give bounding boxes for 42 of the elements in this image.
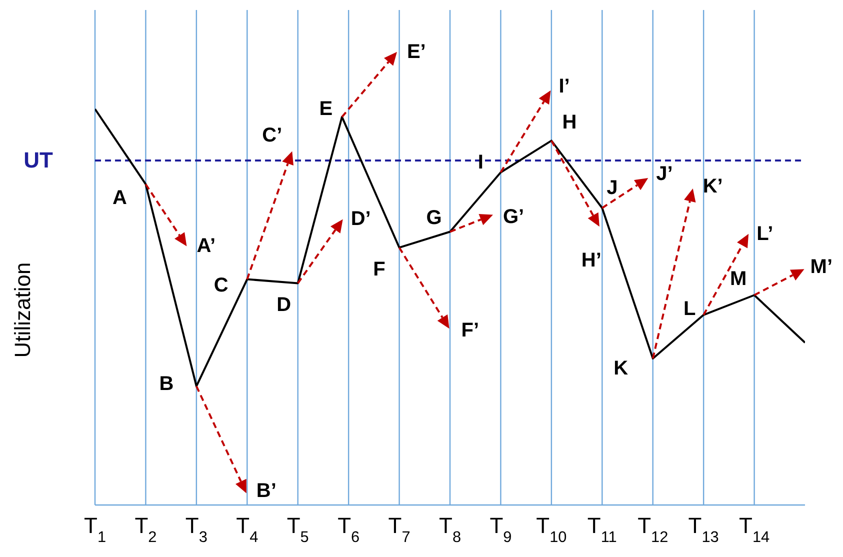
x-tick-label: T$_{10}$ (536, 513, 567, 546)
x-tick-label: T$_{5}$ (286, 513, 309, 546)
annotation: M (730, 268, 747, 290)
x-tick-label: T$_{2}$ (134, 513, 157, 546)
x-tick-label: T$_{11}$ (587, 513, 617, 546)
x-tick-label: T$_{1}$ (84, 513, 106, 546)
annotation: K (614, 357, 629, 380)
annotation: D’ (350, 208, 371, 230)
annotation: J’ (656, 163, 673, 185)
x-tick-label: T$_{4}$ (236, 513, 259, 546)
annotation: F (373, 258, 386, 281)
annotation: E (319, 98, 333, 120)
x-tick-label: T$_{7}$ (388, 513, 410, 546)
x-tick-label: T$_{3}$ (185, 513, 208, 546)
x-tick-label: T$_{14}$ (738, 513, 770, 546)
annotation: J (606, 177, 618, 199)
y-axis-title: Utilization (10, 262, 35, 358)
annotation: B’ (256, 480, 276, 502)
annotation: G (426, 206, 442, 229)
annotation: A’ (196, 235, 216, 258)
annotation: D (276, 294, 292, 316)
annotation: I (478, 151, 484, 174)
ref-line-label: UT (24, 147, 54, 172)
annotation: K’ (702, 175, 723, 198)
annotation: F’ (461, 320, 480, 342)
annotation: A (112, 187, 127, 210)
x-tick-label: T$_{13}$ (688, 513, 719, 546)
annotation: H (562, 112, 577, 134)
text: M’ (810, 256, 833, 278)
annotation: H’ (581, 250, 602, 272)
annotation: G’ (503, 206, 524, 228)
x-tick-label: T$_{8}$ (438, 513, 462, 546)
annotation: C (214, 274, 228, 296)
x-tick-label: T$_{9}$ (490, 513, 512, 546)
x-tick-label: T$_{6}$ (338, 513, 360, 546)
annotation: L (683, 298, 696, 320)
text: E’ (406, 40, 426, 63)
annotation: L’ (756, 222, 774, 245)
x-tick-label: T$_{12}$ (638, 513, 668, 546)
annotation: C’ (262, 124, 282, 146)
text: I’ (558, 75, 570, 98)
annotation: B (159, 373, 174, 396)
